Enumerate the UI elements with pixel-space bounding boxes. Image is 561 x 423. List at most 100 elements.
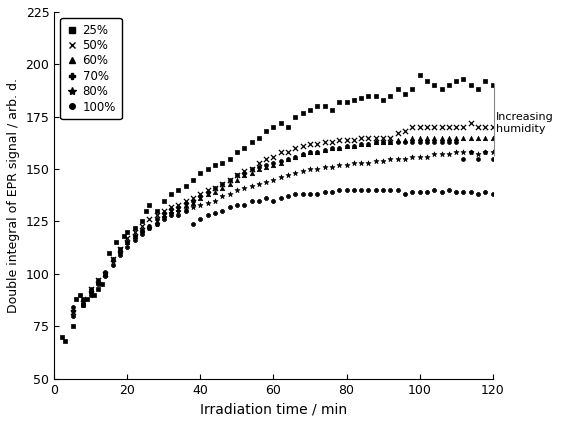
Point [430, 134, 439, 141]
Point [210, 184, 219, 191]
Point [313, 149, 322, 156]
Point [137, 231, 146, 237]
Point [101, 270, 110, 277]
Point [444, 151, 453, 158]
Point [79, 296, 88, 302]
Point [306, 149, 315, 156]
Point [415, 153, 424, 160]
Point [232, 172, 241, 179]
Point [422, 189, 431, 195]
Point [68, 323, 77, 330]
Point [415, 138, 424, 145]
Point [188, 197, 197, 204]
Point [481, 149, 490, 156]
Point [108, 256, 117, 263]
Point [254, 134, 263, 141]
Point [276, 195, 285, 202]
Point [466, 120, 475, 126]
Point [203, 166, 212, 173]
Point [488, 134, 497, 141]
Point [232, 172, 241, 179]
Point [488, 191, 497, 198]
Point [415, 71, 424, 78]
Point [444, 82, 453, 89]
Point [276, 174, 285, 181]
Point [174, 187, 183, 193]
Point [86, 287, 95, 294]
Point [342, 143, 351, 149]
Point [466, 134, 475, 141]
Point [291, 145, 300, 151]
Point [145, 224, 154, 231]
Point [386, 134, 395, 141]
Point [108, 258, 117, 265]
Point [298, 151, 307, 158]
Point [328, 164, 337, 170]
Point [174, 201, 183, 208]
Point [430, 82, 439, 89]
Point [116, 250, 125, 256]
Point [123, 239, 132, 246]
Point [422, 78, 431, 85]
Point [488, 149, 497, 156]
Point [276, 120, 285, 126]
Point [112, 239, 121, 246]
Point [284, 124, 293, 131]
Point [342, 136, 351, 143]
Point [379, 134, 388, 141]
Point [401, 191, 410, 198]
Point [94, 285, 103, 292]
Point [459, 124, 468, 131]
Point [225, 191, 234, 198]
Point [261, 128, 270, 135]
Point [137, 222, 146, 229]
Point [108, 256, 117, 263]
Point [269, 124, 278, 131]
Point [210, 184, 219, 191]
Point [269, 162, 278, 168]
Point [196, 193, 205, 200]
Point [364, 92, 373, 99]
Point [188, 203, 197, 210]
Point [116, 245, 125, 252]
Point [422, 138, 431, 145]
Point [466, 82, 475, 89]
Point [408, 153, 417, 160]
Point [210, 162, 219, 168]
Point [401, 136, 410, 143]
Point [188, 199, 197, 206]
Point [269, 159, 278, 166]
Point [167, 191, 176, 198]
Point [137, 228, 146, 235]
Point [159, 197, 168, 204]
Point [247, 138, 256, 145]
Point [357, 159, 366, 166]
Point [364, 187, 373, 193]
Point [379, 187, 388, 193]
Point [415, 124, 424, 131]
Point [320, 138, 329, 145]
Point [298, 143, 307, 149]
Point [261, 195, 270, 202]
Point [379, 138, 388, 145]
Point [444, 187, 453, 193]
Point [320, 189, 329, 195]
Point [481, 189, 490, 195]
Point [108, 256, 117, 263]
Point [152, 212, 161, 219]
Point [94, 277, 103, 283]
Point [61, 338, 70, 344]
Point [225, 180, 234, 187]
Point [145, 222, 154, 229]
Point [116, 247, 125, 254]
Point [79, 298, 88, 305]
Point [174, 212, 183, 219]
Point [101, 270, 110, 277]
Point [188, 176, 197, 183]
Point [152, 216, 161, 223]
Point [393, 86, 402, 93]
Point [181, 206, 190, 212]
Point [342, 162, 351, 168]
Point [167, 210, 176, 217]
Point [415, 189, 424, 195]
